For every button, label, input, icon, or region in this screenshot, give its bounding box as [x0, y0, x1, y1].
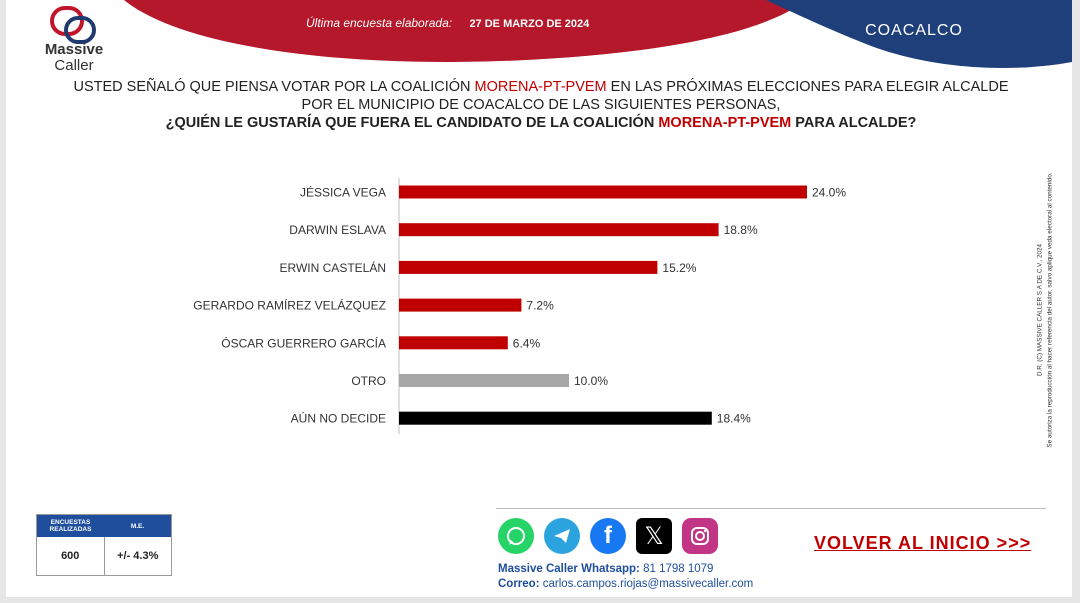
whatsapp-label: Massive Caller Whatsapp: — [498, 563, 640, 575]
stats-header-surveys: ENCUESTAS REALIZADAS — [49, 519, 92, 533]
bar-category-label: OTRO — [351, 374, 386, 388]
bar — [399, 223, 719, 237]
x-icon[interactable]: 𝕏 — [636, 518, 672, 554]
location-title: COACALCO — [865, 22, 963, 39]
copyright-line-1: D.R. (C) MASSIVE CALLER S.A DE C.V., 202… — [1036, 243, 1044, 377]
copyright-line-2: Se autoriza la reproducción al hacer ref… — [1046, 172, 1054, 448]
instagram-icon[interactable] — [682, 518, 718, 554]
survey-date-line: Última encuesta elaborada: 27 DE MARZO D… — [306, 16, 589, 30]
bar — [399, 298, 522, 312]
survey-label: Última encuesta elaborada: — [306, 16, 453, 30]
bar-category-label: AÚN NO DECIDE — [291, 411, 386, 426]
whatsapp-icon[interactable] — [498, 518, 534, 554]
question-line-3: ¿QUIÉN LE GUSTARÍA QUE FUERA EL CANDIDAT… — [165, 115, 917, 131]
bar-value-label: 15.2% — [662, 261, 696, 275]
bar-category-label: GERARDO RAMÍREZ VELÁZQUEZ — [193, 298, 386, 313]
stats-header-me: M.E. — [130, 522, 145, 530]
bar-value-label: 10.0% — [574, 374, 608, 388]
massive-caller-logo: Massive Caller — [34, 6, 114, 76]
question-line-1: USTED SEÑALÓ QUE PIENSA VOTAR POR LA COA… — [73, 79, 1009, 95]
survey-stats-table: ENCUESTAS REALIZADAS M.E. 600 +/- 4.3% — [36, 514, 172, 576]
bar — [399, 260, 658, 274]
bar-category-label: ÓSCAR GUERRERO GARCÍA — [221, 335, 386, 350]
question-text: USTED SEÑALÓ QUE PIENSA VOTAR POR LA COA… — [26, 78, 1056, 132]
bar — [399, 411, 712, 425]
logo-name: Massive — [44, 41, 104, 58]
question-line-2: POR EL MUNICIPIO DE COACALCO DE LAS SIGU… — [301, 97, 781, 113]
email-label: Correo: — [498, 578, 540, 590]
bar-chart: JÉSSICA VEGA 24.0% DARWIN ESLAVA 18.8% ERWIN… — [193, 178, 846, 435]
bar — [399, 336, 508, 350]
bar-value-label: 24.0% — [812, 186, 846, 200]
bar-value-label: 6.4% — [513, 336, 541, 350]
copyright-note: D.R. (C) MASSIVE CALLER S.A DE C.V., 202… — [1028, 120, 1054, 500]
slide: Massive Caller Última encuesta elaborada… — [6, 0, 1072, 597]
survey-date: 27 DE MARZO DE 2024 — [469, 18, 590, 30]
telegram-icon[interactable] — [544, 518, 580, 554]
bar-value-label: 7.2% — [526, 299, 554, 313]
facebook-icon[interactable]: f — [590, 518, 626, 554]
bar-value-label: 18.4% — [717, 412, 751, 426]
bar — [399, 374, 569, 387]
logo-sub: Caller — [54, 57, 94, 74]
bar-category-label: JÉSSICA VEGA — [300, 185, 386, 200]
whatsapp-number[interactable]: 81 1798 1079 — [643, 563, 714, 575]
contact-info: Massive Caller Whatsapp: 81 1798 1079 Co… — [498, 562, 753, 592]
bar-value-label: 18.8% — [724, 223, 758, 237]
stats-me-value: +/- 4.3% — [103, 537, 172, 575]
footer-divider — [496, 508, 1046, 509]
back-to-home-link[interactable]: VOLVER AL INICIO >>> — [814, 533, 1032, 553]
bar — [399, 185, 807, 199]
social-icons: f 𝕏 — [498, 518, 718, 554]
stats-surveys-value: 600 — [61, 550, 80, 562]
logo-mark-icon — [50, 6, 96, 44]
bar-category-label: DARWIN ESLAVA — [289, 223, 386, 237]
email-address[interactable]: carlos.campos.riojas@massivecaller.com — [542, 578, 754, 590]
bar-category-label: ERWIN CASTELÁN — [280, 260, 386, 275]
header-band — [124, 0, 1072, 68]
